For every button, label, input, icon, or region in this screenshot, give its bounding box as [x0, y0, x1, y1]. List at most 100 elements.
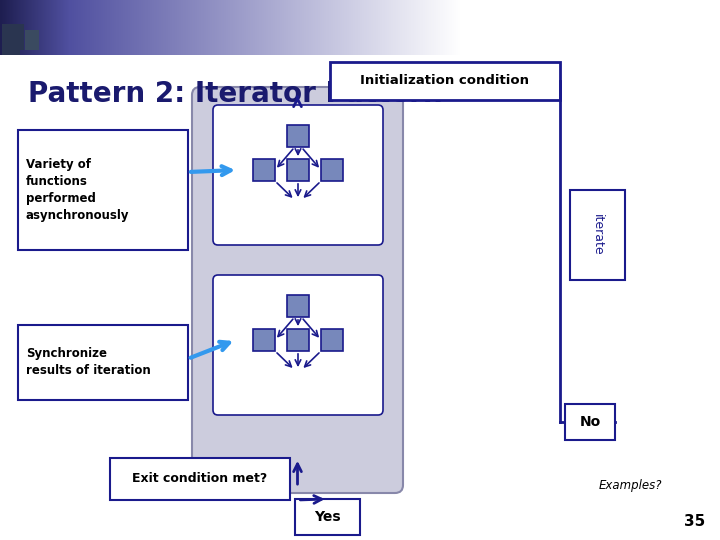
Bar	[40, 0, 41, 55]
Bar	[355, 0, 356, 55]
Bar	[296, 0, 297, 55]
Bar	[122, 0, 123, 55]
Bar	[361, 0, 362, 55]
Bar	[210, 0, 211, 55]
Bar	[41, 0, 42, 55]
Text: Exit condition met?: Exit condition met?	[132, 472, 268, 485]
Bar	[97, 0, 98, 55]
Bar	[269, 0, 270, 55]
Bar	[197, 0, 198, 55]
Text: Yes: Yes	[314, 510, 341, 524]
Bar	[25, 0, 26, 55]
Bar	[12, 0, 13, 55]
Bar	[93, 0, 94, 55]
Bar	[374, 0, 375, 55]
Bar	[439, 0, 440, 55]
Bar	[257, 0, 258, 55]
Text: Pattern 2: Iterator Pattern: Pattern 2: Iterator Pattern	[28, 80, 443, 108]
Bar	[238, 0, 239, 55]
Bar	[227, 0, 228, 55]
Bar	[198, 0, 199, 55]
Bar	[5, 0, 6, 55]
Bar	[2, 24, 24, 50]
Bar	[110, 458, 290, 500]
Bar	[217, 0, 218, 55]
FancyBboxPatch shape	[192, 87, 403, 493]
Bar	[364, 0, 365, 55]
Bar	[128, 0, 129, 55]
Bar	[345, 0, 346, 55]
Bar	[169, 0, 170, 55]
Bar	[350, 0, 351, 55]
Bar	[273, 0, 274, 55]
Bar	[118, 0, 119, 55]
Bar	[312, 0, 313, 55]
Bar	[211, 0, 212, 55]
Bar	[313, 0, 314, 55]
Bar	[348, 0, 349, 55]
Bar	[189, 0, 190, 55]
Bar	[302, 0, 303, 55]
Bar	[259, 0, 260, 55]
Bar	[56, 0, 57, 55]
Bar	[171, 0, 172, 55]
Bar	[168, 0, 169, 55]
Bar	[155, 0, 156, 55]
Bar	[454, 0, 455, 55]
Bar	[60, 0, 61, 55]
Bar	[272, 0, 273, 55]
Bar	[180, 0, 181, 55]
Bar	[74, 0, 75, 55]
Bar	[147, 0, 148, 55]
Bar	[105, 0, 106, 55]
Bar	[186, 0, 187, 55]
Bar	[310, 0, 311, 55]
Bar	[387, 0, 388, 55]
Bar	[384, 0, 385, 55]
Bar	[378, 0, 379, 55]
Bar	[265, 0, 266, 55]
Bar	[369, 0, 370, 55]
Bar	[184, 0, 185, 55]
Bar	[11, 0, 12, 55]
Bar	[337, 0, 338, 55]
Bar	[570, 190, 625, 280]
Bar	[443, 0, 444, 55]
Bar	[135, 0, 136, 55]
Bar	[62, 0, 63, 55]
Bar	[136, 0, 137, 55]
Bar	[163, 0, 164, 55]
Bar	[426, 0, 427, 55]
Bar	[435, 0, 436, 55]
Bar	[96, 0, 97, 55]
Bar	[206, 0, 207, 55]
Bar	[143, 0, 144, 55]
Bar	[430, 0, 431, 55]
Bar	[382, 0, 383, 55]
Bar	[61, 0, 62, 55]
Bar	[17, 0, 18, 55]
Bar	[25, 30, 39, 50]
Bar	[231, 0, 232, 55]
Bar	[162, 0, 163, 55]
FancyBboxPatch shape	[253, 329, 275, 351]
Bar	[445, 0, 446, 55]
Bar	[263, 0, 264, 55]
Bar	[281, 0, 282, 55]
Bar	[383, 0, 384, 55]
Bar	[20, 0, 21, 55]
Bar	[77, 0, 78, 55]
Bar	[50, 0, 51, 55]
Bar	[450, 0, 451, 55]
Bar	[190, 0, 191, 55]
Bar	[253, 0, 254, 55]
Bar	[59, 0, 60, 55]
Bar	[421, 0, 422, 55]
Bar	[179, 0, 180, 55]
Bar	[308, 0, 309, 55]
Bar	[52, 0, 53, 55]
Bar	[218, 0, 219, 55]
Bar	[357, 0, 358, 55]
Bar	[424, 0, 425, 55]
Bar	[133, 0, 134, 55]
